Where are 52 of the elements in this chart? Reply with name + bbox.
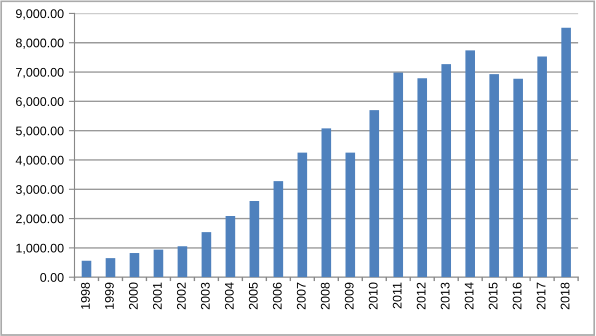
x-tick-label: 2000 xyxy=(128,282,138,310)
x-tick-label: 2012 xyxy=(416,282,426,310)
x-tick-label: 2017 xyxy=(536,282,546,310)
x-tick-label: 2018 xyxy=(560,282,570,310)
x-tick-label: 2010 xyxy=(368,282,378,310)
bar xyxy=(561,28,571,278)
x-tick-label: 2004 xyxy=(224,282,234,310)
x-tick-label: 2014 xyxy=(464,282,474,310)
bar xyxy=(250,201,260,278)
y-tick-label: 4,000.00 xyxy=(16,156,64,166)
y-tick-label: 9,000.00 xyxy=(16,9,64,20)
bar xyxy=(82,260,92,278)
x-tick-label: 2008 xyxy=(320,282,330,310)
bar xyxy=(345,152,356,278)
bar xyxy=(202,232,212,278)
x-tick-label: 2016 xyxy=(512,282,522,310)
bar xyxy=(274,181,284,278)
x-tick-label: 2007 xyxy=(296,282,306,310)
bar xyxy=(178,246,188,278)
y-tick-label: 5,000.00 xyxy=(16,126,64,137)
bar xyxy=(106,258,116,278)
x-tick-label: 2011 xyxy=(392,282,402,308)
bar xyxy=(154,250,164,278)
y-tick-label: 3,000.00 xyxy=(16,185,64,196)
bar xyxy=(489,74,499,278)
x-tick-label: 1999 xyxy=(104,282,114,309)
x-tick-label: 2001 xyxy=(152,282,162,310)
y-tick-label: 0.00 xyxy=(40,273,64,282)
bar xyxy=(513,78,523,278)
bar xyxy=(465,50,475,278)
y-tick-label: 6,000.00 xyxy=(16,97,64,108)
x-tick-label: 2015 xyxy=(488,282,498,310)
bar xyxy=(226,216,236,278)
bar xyxy=(441,64,452,278)
bar xyxy=(369,110,380,278)
x-tick-label: 1998 xyxy=(80,282,90,309)
y-tick-label: 1,000.00 xyxy=(16,244,64,254)
bar xyxy=(417,78,428,278)
x-tick-label: 2006 xyxy=(272,282,282,310)
x-tick-label: 2005 xyxy=(248,282,258,310)
x-tick-label: 2002 xyxy=(176,282,186,310)
y-tick-label: 7,000.00 xyxy=(16,68,64,78)
x-tick-label: 2013 xyxy=(440,282,450,310)
bar xyxy=(393,72,404,278)
y-tick-label: 8,000.00 xyxy=(16,38,64,49)
x-tick-label: 2009 xyxy=(344,282,354,310)
bar xyxy=(130,253,140,278)
bar xyxy=(298,152,308,278)
x-tick-label: 2003 xyxy=(200,282,210,310)
y-tick-label: 2,000.00 xyxy=(16,214,64,225)
bar xyxy=(322,128,332,278)
bar xyxy=(537,56,547,278)
